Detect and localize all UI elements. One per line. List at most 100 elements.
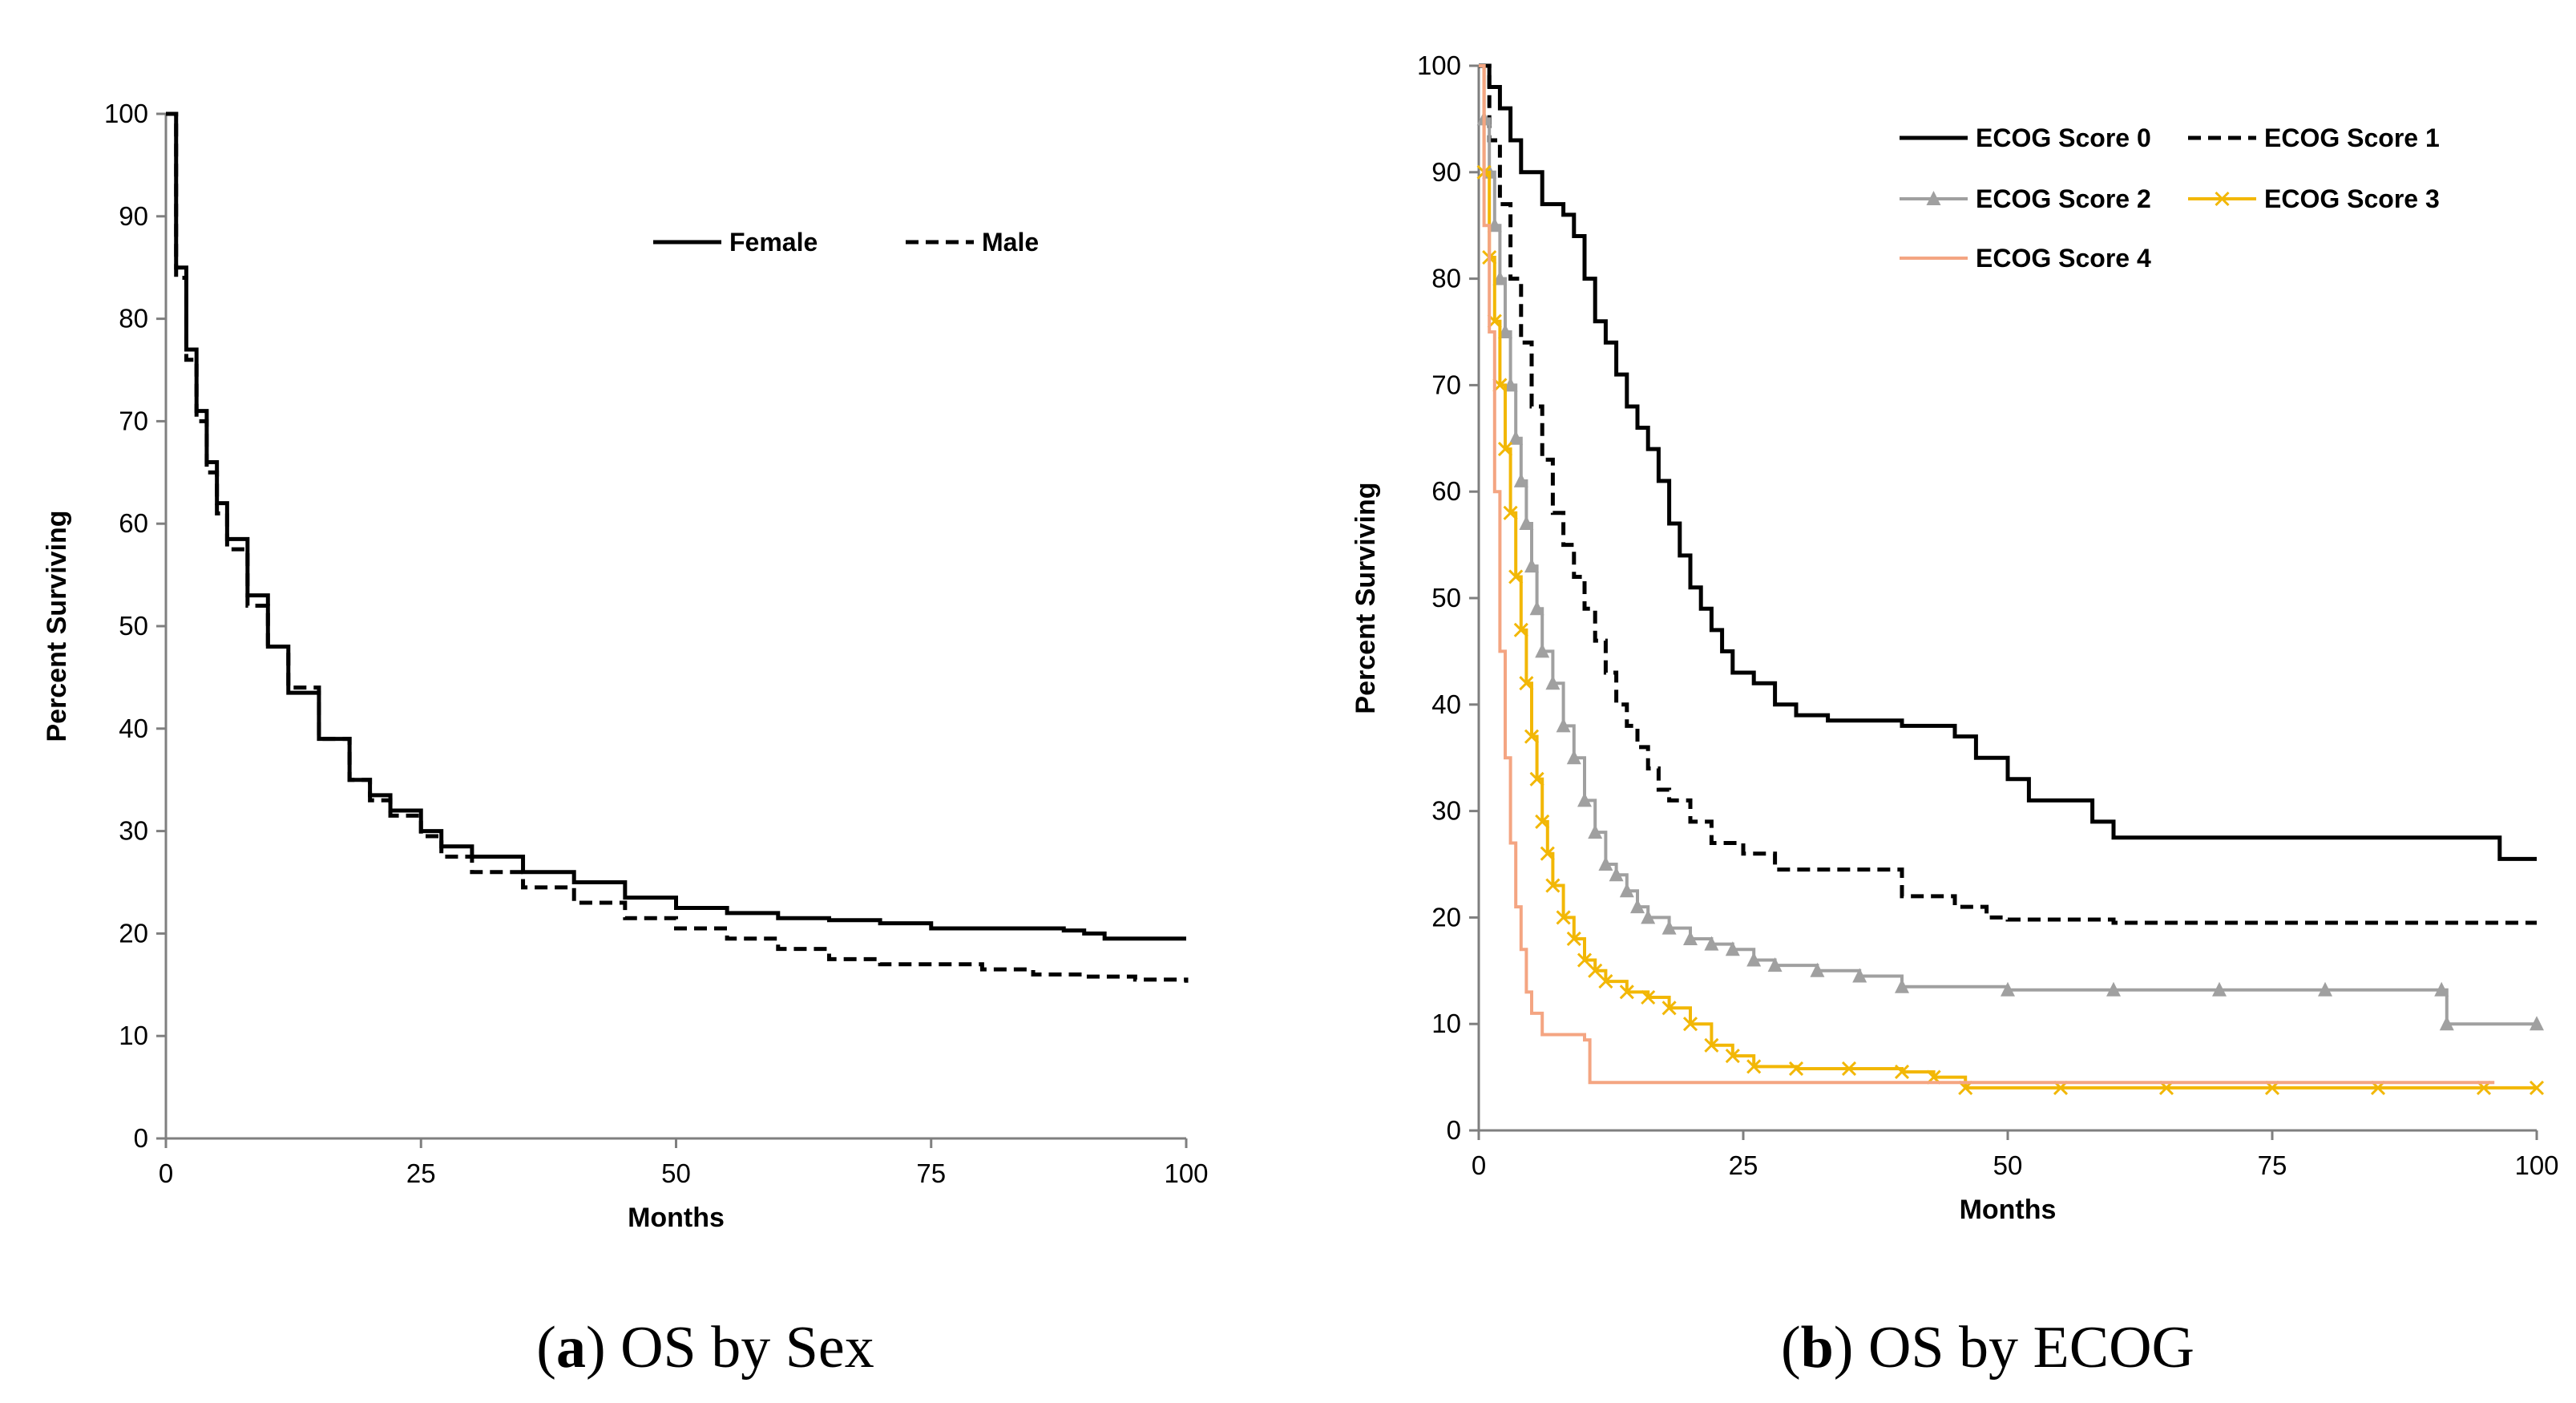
marker-ecog-score-2-5 [1498, 324, 1512, 338]
marker-ecog-score-3-13 [1540, 846, 1555, 861]
marker-ecog-score-2-30 [1852, 968, 1867, 983]
marker-ecog-score-2-35 [2318, 981, 2332, 997]
y-tick-label-b-80: 80 [1431, 264, 1461, 293]
marker-ecog-score-2-12 [1535, 643, 1550, 658]
y-tick-label-b-10: 10 [1431, 1009, 1461, 1038]
legend-label-ecog-score-0: ECOG Score 0 [1976, 123, 2151, 152]
marker-ecog-score-3-12 [1535, 814, 1550, 829]
y-axis-title-b: Percent Surviving [1351, 482, 1381, 714]
x-tick-label-b-0: 0 [1472, 1150, 1486, 1180]
y-tick-label-b-90: 90 [1431, 157, 1461, 187]
marker-ecog-score-3-26 [1746, 1059, 1762, 1074]
y-tick-label-a-60: 60 [119, 508, 148, 538]
chart-os-by-sex: 0 10 20 30 40 50 60 70 80 90 100 0 25 50 75 100 Months Pe… [42, 99, 1209, 1233]
marker-ecog-score-2-19 [1609, 867, 1624, 882]
marker-ecog-score-2-38 [2530, 1016, 2544, 1031]
y-tick-label-a-10: 10 [119, 1021, 148, 1050]
y-tick-label-a-20: 20 [119, 918, 148, 948]
marker-ecog-score-3-28 [1841, 1061, 1857, 1077]
marker-ecog-score-2-31 [1895, 978, 1909, 993]
y-axis-title-a: Percent Surviving [42, 510, 72, 742]
marker-ecog-score-2-27 [1746, 952, 1762, 967]
chart-os-by-ecog: 0 10 20 30 40 50 60 70 80 90 100 0 25 50 75 100 Months Pe… [1351, 51, 2559, 1225]
marker-ecog-score-2-18 [1598, 856, 1613, 871]
caption-b-open: ( [1781, 1315, 1801, 1381]
series-line-ecog-score-1 [1479, 63, 2537, 925]
marker-ecog-score-2-14 [1556, 718, 1571, 733]
marker-ecog-score-2-3 [1487, 217, 1502, 232]
y-tick-label-a-50: 50 [119, 611, 148, 641]
y-tick-label-a-0: 0 [134, 1123, 148, 1153]
y-tick-label-b-30: 30 [1431, 796, 1461, 826]
series-line-ecog-score-0 [1479, 63, 2537, 861]
y-tick-label-b-100: 100 [1417, 51, 1461, 80]
marker-ecog-score-3-14 [1545, 878, 1561, 893]
y-tick-label-a-40: 40 [119, 714, 148, 743]
marker-ecog-score-3-16 [1566, 931, 1581, 947]
marker-ecog-score-3-9 [1519, 676, 1534, 691]
x-tick-label-a-50: 50 [661, 1158, 691, 1188]
marker-ecog-score-3-20 [1619, 985, 1634, 1000]
marker-ecog-score-3-15 [1556, 910, 1571, 925]
caption-b-letter: b [1801, 1315, 1834, 1381]
y-tick-label-b-50: 50 [1431, 583, 1461, 613]
marker-ecog-score-3-29 [1894, 1064, 1910, 1080]
x-tick-label-a-100: 100 [1164, 1158, 1208, 1188]
marker-ecog-score-2-23 [1661, 920, 1677, 935]
legend-marker-ecog-score-3 [2215, 191, 2230, 207]
marker-ecog-score-2-32 [2001, 981, 2015, 997]
x-axis-title-a: Months [628, 1203, 725, 1233]
y-tick-label-b-40: 40 [1431, 689, 1461, 719]
y-tick-label-a-80: 80 [119, 304, 148, 334]
marker-ecog-score-2-16 [1577, 792, 1592, 807]
marker-ecog-score-2-22 [1641, 909, 1656, 924]
marker-ecog-score-3-22 [1661, 1001, 1677, 1016]
marker-ecog-score-3-8 [1513, 622, 1528, 637]
x-tick-label-b-75: 75 [2258, 1150, 2287, 1180]
legend-marker-ecog-score-2 [1926, 191, 1941, 205]
y-tick-label-a-90: 90 [119, 201, 148, 231]
marker-ecog-score-3-25 [1725, 1048, 1740, 1064]
legend-label-ecog-score-1: ECOG Score 1 [2264, 123, 2440, 152]
legend-label-ecog-score-4: ECOG Score 4 [1976, 244, 2151, 273]
y-tick-label-b-0: 0 [1447, 1115, 1461, 1145]
marker-ecog-score-2-17 [1588, 824, 1603, 839]
marker-ecog-score-3-7 [1508, 569, 1524, 584]
marker-ecog-score-3-37 [2529, 1080, 2545, 1095]
marker-ecog-score-2-25 [1704, 936, 1719, 951]
caption-a-close: ) [586, 1315, 606, 1381]
marker-ecog-score-3-10 [1524, 729, 1540, 744]
y-tick-label-b-20: 20 [1431, 902, 1461, 932]
y-tick-label-a-100: 100 [104, 99, 148, 128]
marker-ecog-score-2-33 [2106, 981, 2121, 997]
marker-ecog-score-2-7 [1508, 430, 1524, 445]
marker-ecog-score-3-21 [1641, 989, 1656, 1005]
marker-ecog-score-2-37 [2439, 1016, 2454, 1031]
series-line-ecog-score-3 [1479, 64, 2537, 1090]
series-line-ecog-score-4 [1479, 64, 2495, 1085]
legend-label-male: Male [982, 228, 1039, 257]
legend-label-ecog-score-2: ECOG Score 2 [1976, 184, 2151, 213]
x-tick-label-a-75: 75 [916, 1158, 946, 1188]
marker-ecog-score-3-24 [1704, 1037, 1719, 1053]
caption-a-open: ( [536, 1315, 556, 1381]
marker-ecog-score-2-24 [1683, 930, 1698, 945]
legend-label-female: Female [729, 228, 818, 257]
y-tick-label-b-70: 70 [1431, 370, 1461, 399]
marker-ecog-score-2-13 [1545, 675, 1561, 690]
x-tick-label-a-0: 0 [159, 1158, 173, 1188]
marker-ecog-score-2-8 [1513, 472, 1528, 487]
x-tick-label-b-50: 50 [1993, 1150, 2023, 1180]
marker-ecog-score-3-11 [1529, 771, 1544, 786]
marker-ecog-score-3-23 [1682, 1017, 1698, 1032]
marker-ecog-score-3-5 [1497, 442, 1513, 457]
marker-ecog-score-2-36 [2434, 981, 2449, 997]
legend-label-ecog-score-3: ECOG Score 3 [2264, 184, 2440, 213]
marker-ecog-score-2-9 [1519, 516, 1534, 531]
y-tick-label-a-70: 70 [119, 406, 148, 435]
caption-os-by-ecog: (b) OS by ECOG [1781, 1315, 2194, 1381]
y-tick-label-b-60: 60 [1431, 476, 1461, 506]
marker-ecog-score-2-20 [1619, 883, 1634, 898]
marker-ecog-score-2-21 [1630, 899, 1645, 914]
caption-os-by-sex: (a) OS by Sex [536, 1315, 874, 1381]
